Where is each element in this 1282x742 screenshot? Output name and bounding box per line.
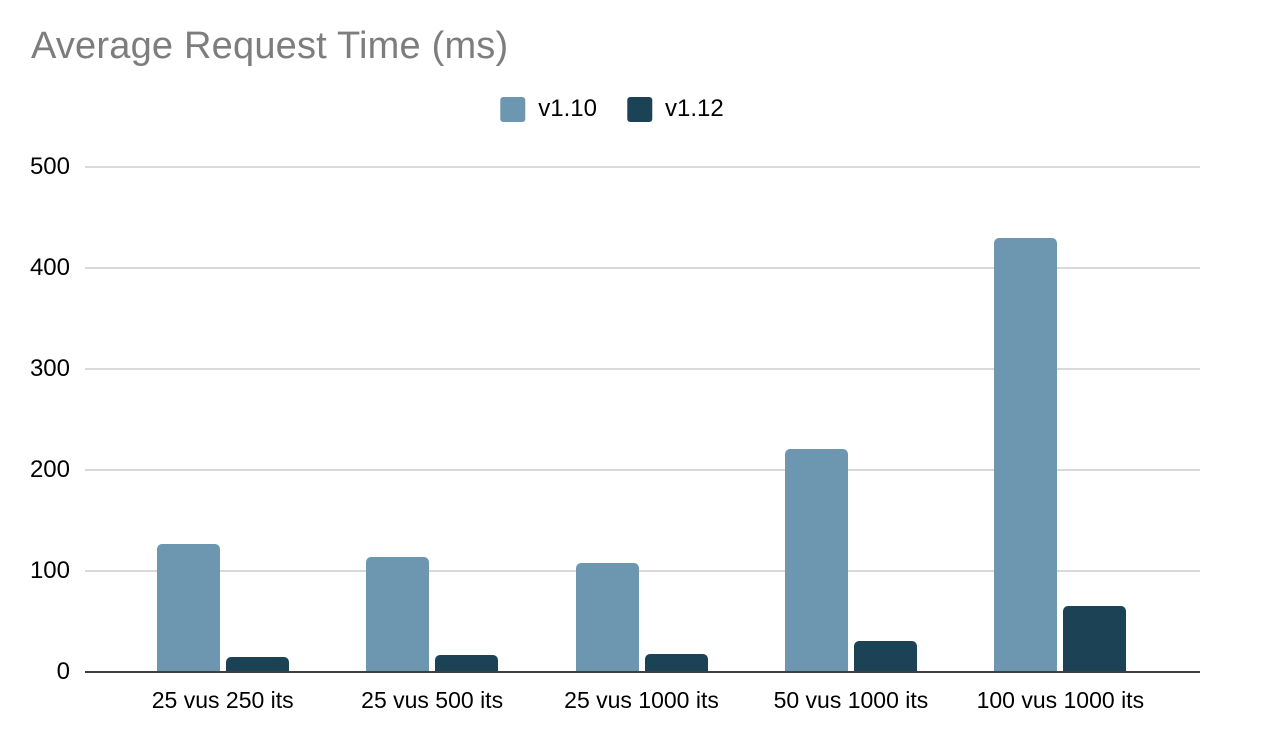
gridline-100: [85, 570, 1200, 572]
gridline-500: [85, 166, 1200, 168]
gridline-400: [85, 267, 1200, 269]
plot-area: 25 vus 250 its 25 vus 500 its 25 vus 1000 …: [85, 166, 1200, 713]
legend-item-v1-12: v1.12: [627, 95, 724, 123]
bar-group: 25 vus 250 its: [118, 167, 327, 713]
bar-v1-10: [784, 448, 848, 672]
x-axis-label: 25 vus 250 its: [151, 687, 294, 713]
bar-v1-12: [435, 654, 499, 672]
bar-v1-10: [366, 556, 430, 672]
x-axis-label: 50 vus 1000 its: [773, 687, 929, 713]
bar-v1-12: [225, 656, 289, 672]
chart-title: Average Request Time (ms): [31, 25, 509, 67]
bars-container: 25 vus 250 its 25 vus 500 its 25 vus 1000 …: [118, 167, 1165, 713]
legend-label: v1.12: [665, 95, 724, 122]
x-axis-line: [85, 671, 1200, 673]
bar-v1-10: [156, 543, 220, 672]
bar-v1-12: [853, 640, 917, 672]
x-axis-label: 25 vus 1000 its: [564, 687, 719, 713]
legend-swatch-icon: [500, 96, 526, 122]
gridline-300: [85, 368, 1200, 370]
y-tick-label-500: 500: [29, 153, 70, 180]
y-tick-label-100: 100: [29, 557, 70, 584]
legend: v1.10 v1.12: [500, 95, 724, 123]
bar-v1-12: [1063, 606, 1127, 672]
gridline-200: [85, 469, 1200, 471]
legend-label: v1.10: [538, 95, 597, 122]
x-axis-label: 100 vus 1000 its: [976, 687, 1145, 713]
y-tick-label-200: 200: [29, 456, 70, 483]
bar-group: 25 vus 1000 its: [537, 167, 746, 713]
bar-v1-12: [644, 653, 708, 672]
y-tick-label-0: 0: [56, 658, 70, 685]
y-tick-label-300: 300: [29, 355, 70, 382]
bar-v1-10: [575, 562, 639, 672]
y-tick-label-400: 400: [29, 254, 70, 281]
legend-swatch-icon: [627, 96, 652, 122]
bar-v1-10: [994, 237, 1058, 672]
x-axis-label: 25 vus 500 its: [361, 687, 504, 713]
bar-group: 50 vus 1000 its: [746, 167, 955, 713]
bar-group: 25 vus 500 its: [327, 167, 536, 713]
legend-item-v1-10: v1.10: [500, 95, 597, 123]
bar-group: 100 vus 1000 its: [956, 167, 1165, 713]
